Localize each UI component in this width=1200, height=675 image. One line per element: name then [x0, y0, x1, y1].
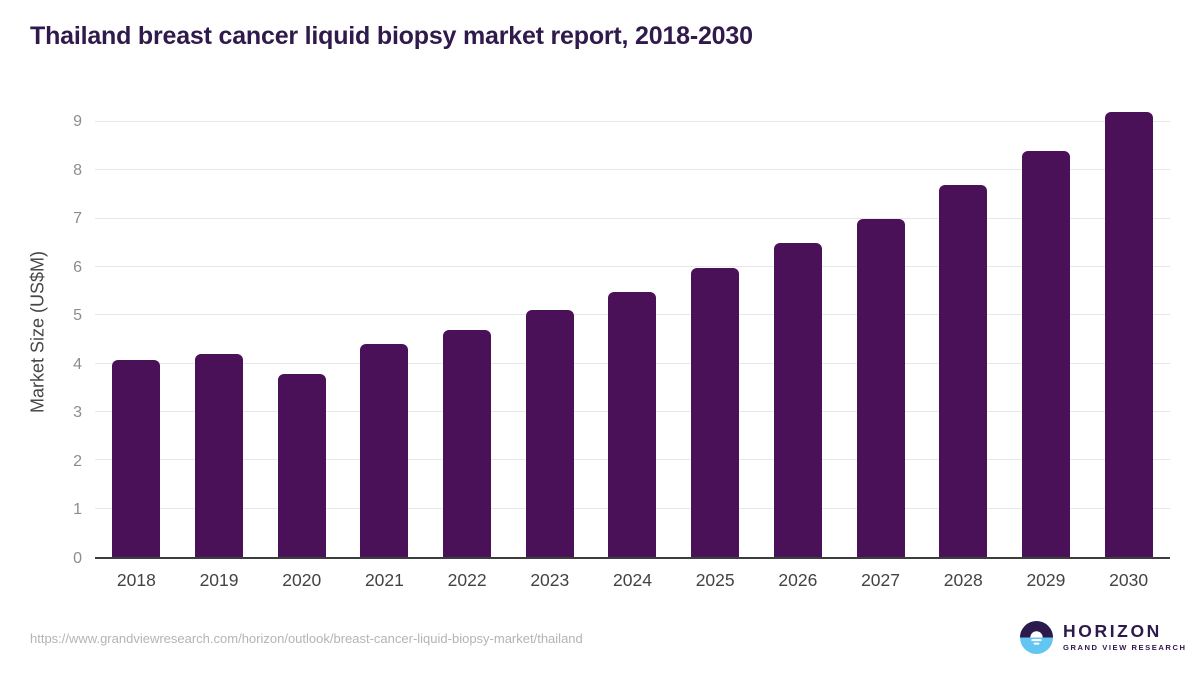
bar-band-2028 — [922, 105, 1005, 557]
bar-2026 — [773, 242, 822, 557]
bars-container — [95, 105, 1170, 557]
x-tick-label-2030: 2030 — [1109, 570, 1149, 590]
y-tick-label-6: 6 — [73, 258, 82, 276]
plot-area — [95, 105, 1170, 559]
logo-subtitle: GRAND VIEW RESEARCH — [1063, 643, 1187, 653]
x-tick-label-2022: 2022 — [447, 570, 487, 590]
x-tick-label-2024: 2024 — [613, 570, 652, 590]
gridline-6 — [95, 265, 1170, 267]
bar-2020 — [277, 374, 326, 557]
gridline-8 — [95, 169, 1170, 171]
x-tick-label-2020: 2020 — [282, 570, 322, 590]
bar-band-2024 — [591, 105, 674, 557]
y-tick-label-0: 0 — [73, 550, 82, 567]
bar-2027 — [856, 218, 905, 557]
x-tick-label-2026: 2026 — [778, 570, 818, 590]
bar-2023 — [525, 310, 574, 557]
bar-2022 — [443, 330, 492, 557]
y-tick-label-4: 4 — [73, 355, 82, 373]
bar-2021 — [360, 343, 409, 557]
bar-band-2019 — [178, 105, 261, 557]
bar-band-2018 — [95, 105, 178, 557]
y-tick-label-5: 5 — [73, 307, 82, 325]
x-tick-label-2027: 2027 — [861, 570, 900, 590]
gridline-7 — [95, 217, 1170, 219]
x-tick-label-2018: 2018 — [116, 570, 156, 590]
y-tick-label-3: 3 — [73, 404, 82, 422]
chart-title: Thailand breast cancer liquid biopsy mar… — [30, 22, 753, 50]
bar-2028 — [939, 185, 988, 557]
x-tick-label-2023: 2023 — [530, 570, 570, 590]
logo-text: HORIZON GRAND VIEW RESEARCH — [1063, 623, 1187, 652]
x-axis-labels: 2018 2019 2020 2021 2022 2023 2024 2025 2026 2027… — [95, 570, 1170, 591]
y-tick-label-1: 1 — [73, 501, 82, 519]
x-tick-label-2029: 2029 — [1026, 570, 1066, 590]
bar-band-2029 — [1005, 105, 1088, 557]
bar-band-2026 — [757, 105, 840, 557]
gridline-9 — [95, 120, 1170, 122]
horizon-logo: HORIZON GRAND VIEW RESEARCH — [1020, 621, 1187, 654]
bar-2030 — [1104, 111, 1153, 557]
bar-2029 — [1021, 151, 1070, 557]
bar-band-2022 — [426, 105, 509, 557]
bar-band-2027 — [839, 105, 922, 557]
bar-2024 — [608, 291, 657, 557]
source-url: https://www.grandviewresearch.com/horizo… — [30, 631, 583, 646]
x-tick-label-2019: 2019 — [199, 570, 239, 590]
bar-band-2020 — [260, 105, 343, 557]
logo-wordmark: HORIZON — [1063, 621, 1162, 642]
y-tick-label-2: 2 — [73, 452, 82, 470]
x-tick-label-2025: 2025 — [695, 570, 735, 590]
x-tick-label-2028: 2028 — [943, 570, 983, 590]
y-tick-label-8: 8 — [73, 161, 82, 179]
bar-band-2021 — [343, 105, 426, 557]
horizon-sun-icon — [1020, 621, 1053, 654]
y-axis-tick-labels: 0 1 2 3 4 5 6 7 8 9 — [40, 105, 82, 567]
y-tick-label-7: 7 — [73, 210, 82, 228]
bar-band-2030 — [1087, 105, 1170, 557]
y-tick-label-9: 9 — [73, 113, 82, 130]
bar-band-2023 — [508, 105, 591, 557]
bar-band-2025 — [674, 105, 757, 557]
bar-2025 — [691, 267, 740, 557]
bar-2018 — [112, 359, 161, 557]
x-tick-label-2021: 2021 — [364, 570, 404, 590]
bar-2019 — [195, 354, 244, 557]
